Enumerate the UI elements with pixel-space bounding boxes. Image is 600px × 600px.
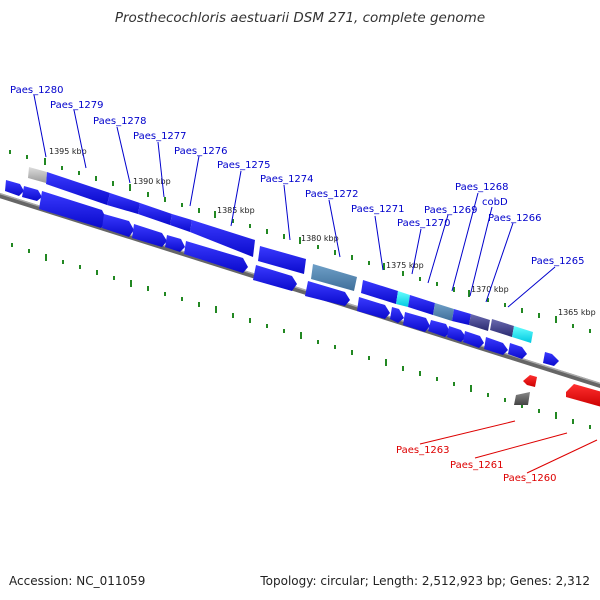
callout-lines-forward bbox=[33, 94, 556, 308]
gene-paes-1278 bbox=[107, 193, 140, 214]
gene-label: Paes_1275 bbox=[217, 160, 271, 171]
scale-label-1380: 1380 kbp bbox=[301, 234, 339, 243]
reverse-genes bbox=[514, 375, 600, 407]
gene-label: Paes_1277 bbox=[133, 131, 187, 142]
gene-labels-reverse: Paes_1263 Paes_1261 Paes_1260 bbox=[396, 445, 557, 484]
gene-label: Paes_1260 bbox=[503, 473, 557, 484]
gene-labels-forward: Paes_1280 Paes_1279 Paes_1278 Paes_1277 … bbox=[10, 85, 585, 267]
callout-lines-reverse bbox=[419, 420, 598, 474]
gene-paes-1275 bbox=[190, 220, 255, 257]
scale-label-1365: 1365 kbp bbox=[558, 308, 596, 317]
accession-text: Accession: NC_011059 bbox=[9, 574, 146, 588]
gene-label: Paes_1271 bbox=[351, 204, 405, 215]
gene-label: cobD bbox=[482, 197, 508, 208]
gene-label: Paes_1276 bbox=[174, 146, 228, 157]
gene-label: Paes_1272 bbox=[305, 189, 359, 200]
gene-label: Paes_1278 bbox=[93, 116, 147, 127]
scale-label-1390: 1390 kbp bbox=[133, 177, 171, 186]
gene-paes-1266b bbox=[512, 326, 533, 343]
gene-label: Paes_1279 bbox=[50, 100, 104, 111]
gene-paes-1268b bbox=[452, 309, 471, 325]
gene-paes-1268 bbox=[433, 303, 454, 321]
map-title: Prosthecochloris aestuarii DSM 271, comp… bbox=[114, 10, 486, 26]
gene-label: Paes_1268 bbox=[455, 182, 509, 193]
gene-label: Paes_1274 bbox=[260, 174, 314, 185]
gene-paes-1263 bbox=[523, 375, 537, 387]
scale-label-1375: 1375 kbp bbox=[386, 261, 424, 270]
gene-label: Paes_1269 bbox=[424, 205, 478, 216]
gene-label: Paes_1266 bbox=[488, 213, 542, 224]
gene-paes-1269 bbox=[408, 295, 435, 315]
gene-label: Paes_1261 bbox=[450, 460, 504, 471]
gene-paes-1280 bbox=[28, 167, 47, 183]
scale-label-1385: 1385 kbp bbox=[217, 206, 255, 215]
gene-paes-1271 bbox=[361, 280, 398, 304]
forward-genes-lower-row bbox=[5, 180, 559, 366]
gene-paes-1274 bbox=[258, 246, 306, 274]
topology-text: Topology: circular; Length: 2,512,923 bp… bbox=[260, 574, 590, 588]
gene-paes-1261 bbox=[566, 384, 600, 407]
gene-label: Paes_1265 bbox=[531, 256, 585, 267]
inner-scale-ticks bbox=[11, 243, 591, 429]
gene-label: Paes_1280 bbox=[10, 85, 64, 96]
gene-paes-1262 bbox=[514, 392, 530, 405]
gene-paes-1277 bbox=[138, 203, 172, 225]
gene-label: Paes_1270 bbox=[397, 218, 451, 229]
gene-paes-1266 bbox=[490, 319, 514, 337]
gene-paes-1272 bbox=[311, 264, 357, 291]
scale-label-1395: 1395 kbp bbox=[49, 147, 87, 156]
gene-label: Paes_1263 bbox=[396, 445, 450, 456]
gene-paes-1279 bbox=[46, 172, 110, 205]
gene-paes-1276 bbox=[170, 214, 192, 232]
gene-cobd bbox=[469, 314, 490, 331]
forward-genes-upper-row bbox=[28, 167, 533, 343]
gene-paes-1270 bbox=[396, 291, 410, 307]
outer-scale-ticks bbox=[9, 150, 591, 333]
